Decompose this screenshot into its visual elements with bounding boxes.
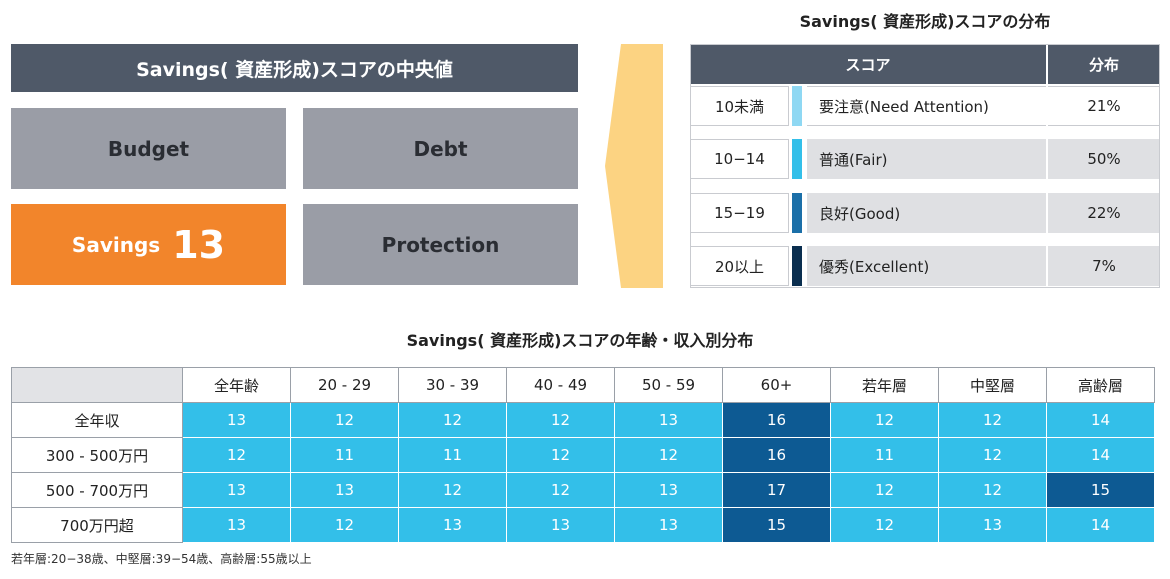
score-cell: 12 xyxy=(398,402,507,438)
score-range: 10−14 xyxy=(690,139,789,179)
score-share: 21% xyxy=(1048,86,1160,126)
score-cell: 15 xyxy=(1046,472,1155,508)
score-cell: 12 xyxy=(506,437,615,473)
score-cell: 12 xyxy=(290,402,399,438)
score-cell: 13 xyxy=(182,472,291,508)
score-cell: 11 xyxy=(398,437,507,473)
tile-savings-value: 13 xyxy=(172,222,226,267)
score-cell: 15 xyxy=(722,507,831,543)
table-header-row: 全年齢 20 - 29 30 - 39 40 - 49 50 - 59 60+ … xyxy=(11,367,1155,403)
age-income-table: 全年齢 20 - 29 30 - 39 40 - 49 50 - 59 60+ … xyxy=(11,367,1155,543)
score-cell: 13 xyxy=(182,507,291,543)
column-header: 40 - 49 xyxy=(506,367,615,403)
score-share: 50% xyxy=(1048,139,1160,179)
table-row: 500 - 700万円 13 13 12 12 13 17 12 12 15 xyxy=(11,472,1155,508)
score-cell: 12 xyxy=(830,402,939,438)
row-header: 全年収 xyxy=(11,402,183,438)
pointer-arrow-icon xyxy=(605,44,663,288)
distribution-row: 20以上 優秀(Excellent) 7% xyxy=(690,246,1160,286)
score-color-swatch xyxy=(792,139,802,179)
tile-label: Budget xyxy=(107,136,190,161)
score-cell: 13 xyxy=(398,507,507,543)
tile-budget: Budget xyxy=(11,108,286,189)
score-label: 普通(Fair) xyxy=(807,139,1046,179)
score-cell: 12 xyxy=(830,507,939,543)
tile-label: Debt xyxy=(413,136,468,161)
score-cell: 16 xyxy=(722,437,831,473)
column-header: 全年齢 xyxy=(182,367,291,403)
score-cell: 13 xyxy=(506,507,615,543)
score-label: 良好(Good) xyxy=(807,193,1046,233)
row-header: 500 - 700万円 xyxy=(11,472,183,508)
score-cell: 13 xyxy=(614,402,723,438)
score-cell: 14 xyxy=(1046,507,1155,543)
score-cell: 12 xyxy=(614,437,723,473)
score-cell: 17 xyxy=(722,472,831,508)
tile-label: Savings xyxy=(71,232,161,257)
score-cell: 12 xyxy=(506,402,615,438)
score-color-swatch xyxy=(792,193,802,233)
distribution-header-share: 分布 xyxy=(1048,44,1160,84)
column-header: 60+ xyxy=(722,367,831,403)
row-header: 300 - 500万円 xyxy=(11,437,183,473)
score-cell: 12 xyxy=(506,472,615,508)
score-cell: 16 xyxy=(722,402,831,438)
score-range: 20以上 xyxy=(690,246,789,286)
tile-debt: Debt xyxy=(303,108,578,189)
score-cell: 13 xyxy=(182,402,291,438)
score-share: 7% xyxy=(1048,246,1160,286)
table-row: 700万円超 13 12 13 13 13 15 12 13 14 xyxy=(11,507,1155,543)
distribution-row: 10−14 普通(Fair) 50% xyxy=(690,139,1160,179)
distribution-title: Savings( 資産形成)スコアの分布 xyxy=(799,12,1051,31)
score-cell: 12 xyxy=(938,402,1047,438)
row-header: 700万円超 xyxy=(11,507,183,543)
score-share: 22% xyxy=(1048,193,1160,233)
score-cell: 12 xyxy=(938,472,1047,508)
score-cell: 11 xyxy=(830,437,939,473)
tile-protection: Protection xyxy=(303,204,578,285)
column-header: 20 - 29 xyxy=(290,367,399,403)
score-cell: 12 xyxy=(182,437,291,473)
score-color-swatch xyxy=(792,246,802,286)
score-cell: 13 xyxy=(614,507,723,543)
score-color-swatch xyxy=(792,86,802,126)
score-cell: 12 xyxy=(398,472,507,508)
score-cell: 13 xyxy=(938,507,1047,543)
distribution-row: 15−19 良好(Good) 22% xyxy=(690,193,1160,233)
score-cell: 14 xyxy=(1046,437,1155,473)
tile-label: Protection xyxy=(381,232,500,257)
score-cell: 12 xyxy=(938,437,1047,473)
score-label: 要注意(Need Attention) xyxy=(807,86,1046,126)
column-header: 50 - 59 xyxy=(614,367,723,403)
score-cell: 11 xyxy=(290,437,399,473)
score-cell: 14 xyxy=(1046,402,1155,438)
score-range: 15−19 xyxy=(690,193,789,233)
score-cell: 13 xyxy=(614,472,723,508)
column-header: 若年層 xyxy=(830,367,939,403)
column-header: 30 - 39 xyxy=(398,367,507,403)
score-cell: 12 xyxy=(290,507,399,543)
median-panel-title: Savings( 資産形成)スコアの中央値 xyxy=(11,44,578,92)
footnote: 若年層:20−38歳、中堅層:39−54歳、高齢層:55歳以上 xyxy=(11,552,312,566)
score-range: 10未満 xyxy=(690,86,789,126)
table-row: 300 - 500万円 12 11 11 12 12 16 11 12 14 xyxy=(11,437,1155,473)
table-corner xyxy=(11,367,183,403)
age-income-title: Savings( 資産形成)スコアの年齢・収入別分布 xyxy=(406,331,754,350)
tile-savings: Savings 13 xyxy=(11,204,286,285)
column-header: 高齢層 xyxy=(1046,367,1155,403)
column-header: 中堅層 xyxy=(938,367,1047,403)
distribution-header-score: スコア xyxy=(690,44,1046,84)
score-cell: 12 xyxy=(830,472,939,508)
distribution-row: 10未満 要注意(Need Attention) 21% xyxy=(690,86,1160,126)
score-label: 優秀(Excellent) xyxy=(807,246,1046,286)
table-row: 全年収 13 12 12 12 13 16 12 12 14 xyxy=(11,402,1155,438)
score-cell: 13 xyxy=(290,472,399,508)
